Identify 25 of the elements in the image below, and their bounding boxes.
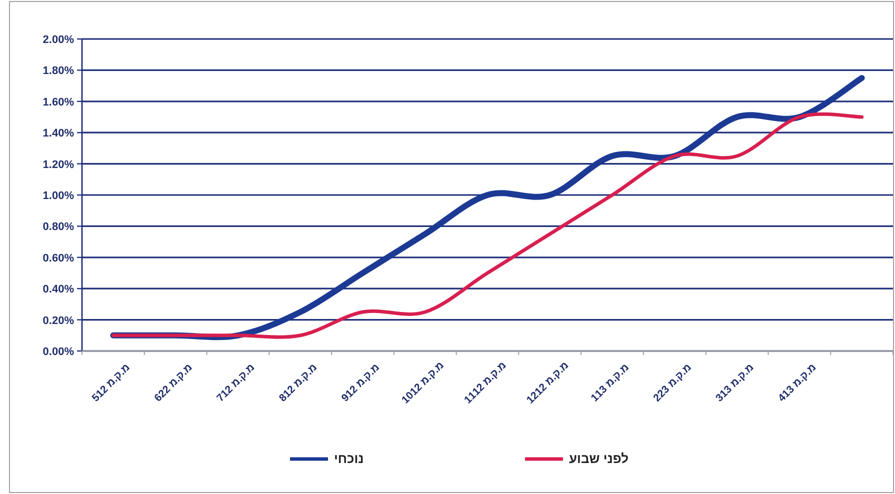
y-tick-label: 1.40%: [42, 128, 74, 140]
legend-label: לפני שבוע: [569, 451, 629, 466]
x-tick-label: 712 מ.ק.מ: [214, 362, 258, 404]
y-tick-label: 0.00%: [42, 346, 74, 358]
x-tick-label: 512 מ.ק.מ: [90, 362, 132, 404]
x-tick-label: 413 מ.ק.מ: [776, 362, 819, 404]
y-tick-label: 0.80%: [42, 221, 74, 234]
y-tick-label: 1.80%: [42, 65, 74, 78]
x-tick-label: 912 מ.ק.מ: [339, 362, 382, 404]
y-tick-label: 2.00%: [42, 34, 74, 46]
x-tick-label: 1012 מ.ק.מ: [400, 359, 446, 406]
x-tick-label: 1212 מ.ק.מ: [524, 359, 572, 406]
x-tick-label: 812 מ.ק.מ: [276, 362, 320, 404]
x-tick-label: 223 מ.ק.מ: [651, 362, 694, 404]
x-tick-label: 313 מ.ק.מ: [714, 362, 756, 404]
y-tick-label: 0.40%: [42, 284, 74, 296]
y-tick-label: 0.20%: [42, 314, 74, 327]
x-tick-label: 113 מ.ק.מ: [588, 362, 632, 404]
y-tick-label: 1.20%: [42, 158, 74, 171]
y-tick-label: 0.60%: [42, 252, 74, 264]
y-tick-label: 1.60%: [42, 96, 74, 108]
x-tick-label: 1112 מ.ק.מ: [462, 359, 509, 406]
x-tick-label: 622 מ.ק.מ: [152, 362, 195, 404]
legend-label: נוכחי: [334, 451, 364, 466]
y-tick-label: 1.00%: [42, 190, 74, 202]
